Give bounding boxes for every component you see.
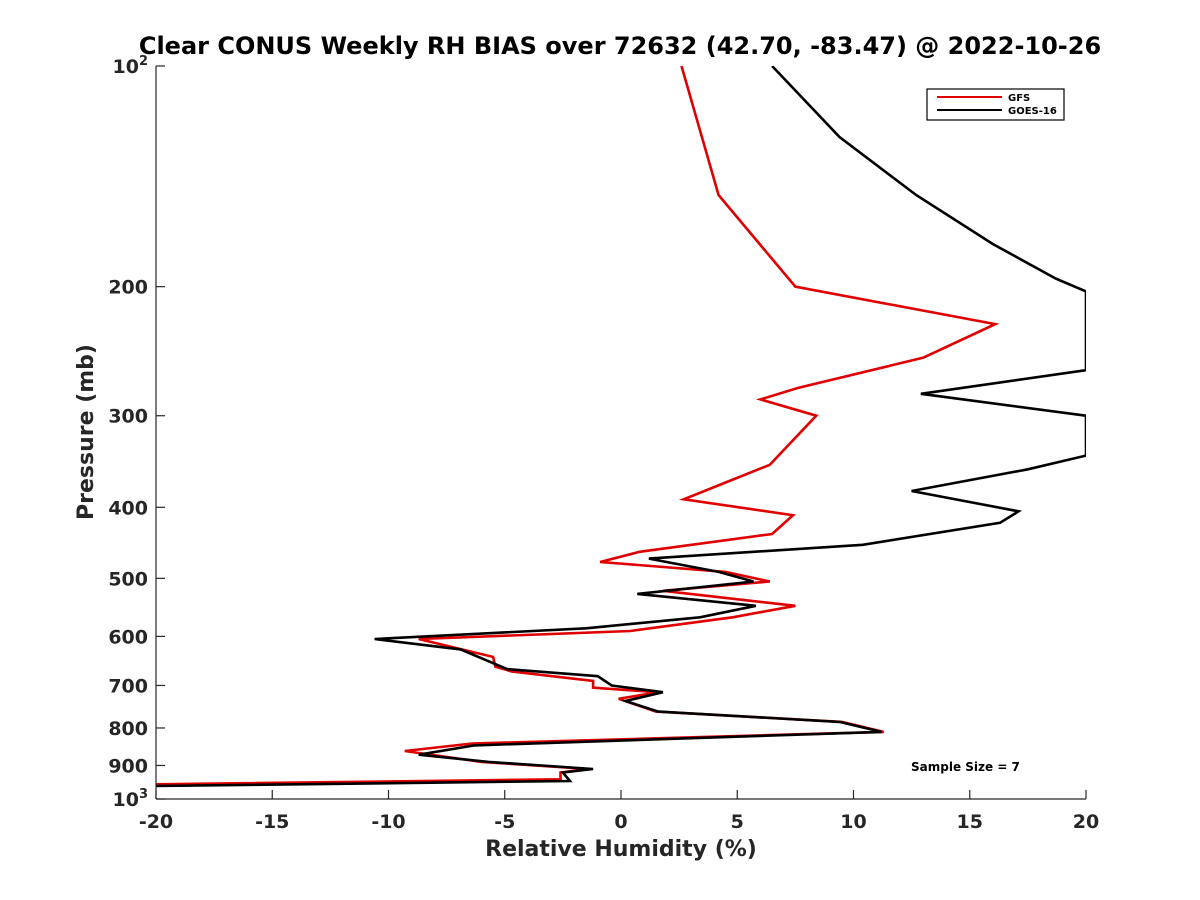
y-axis-ticks: 102 200 300 400 500 600 700 800 900 103 xyxy=(108,54,165,811)
x-tick-label: 5 xyxy=(731,811,744,833)
y-tick-label: 700 xyxy=(108,675,148,697)
y-tick-label: 800 xyxy=(108,718,148,740)
x-tick-label: 10 xyxy=(840,811,866,833)
x-tick-label: 15 xyxy=(957,811,983,833)
y-tick-label: 300 xyxy=(108,406,148,428)
x-tick-label: 0 xyxy=(614,811,627,833)
series-line-goes16 xyxy=(156,66,1086,788)
x-tick-label: 20 xyxy=(1073,811,1099,833)
y-tick-label: 200 xyxy=(108,277,148,299)
series-layer xyxy=(156,66,1086,788)
legend-label-gfs: GFS xyxy=(1008,93,1030,104)
legend-box xyxy=(926,88,1065,121)
x-axis-ticks: -20 -15 -10 -5 0 5 10 15 20 xyxy=(139,790,1099,833)
legend-label-goes16: GOES-16 xyxy=(1008,106,1057,117)
y-tick-label: 103 xyxy=(113,787,149,811)
x-axis-label: Relative Humidity (%) xyxy=(485,837,757,862)
y-tick-label: 102 xyxy=(113,54,149,78)
chart-title: Clear CONUS Weekly RH BIAS over 72632 (4… xyxy=(139,32,1101,60)
y-tick-label: 400 xyxy=(108,497,148,519)
x-tick-label: -15 xyxy=(255,811,289,833)
y-tick-label: 500 xyxy=(108,568,148,590)
x-tick-label: -5 xyxy=(494,811,515,833)
x-tick-label: -20 xyxy=(139,811,173,833)
sample-size-annotation: Sample Size = 7 xyxy=(911,760,1020,774)
plot-area xyxy=(156,66,1086,799)
x-tick-label: -10 xyxy=(371,811,405,833)
y-axis-label: Pressure (mb) xyxy=(74,344,99,520)
y-tick-label: 600 xyxy=(108,626,148,648)
legend: GFS GOES-16 xyxy=(926,88,1065,121)
y-tick-label: 900 xyxy=(108,755,148,777)
